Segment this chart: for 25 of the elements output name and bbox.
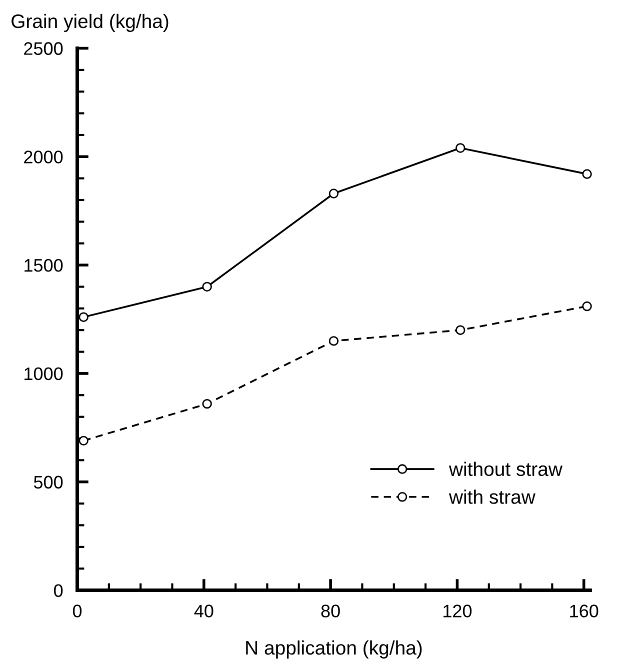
point [582,169,592,179]
point [202,398,212,409]
point [582,301,592,312]
y-tick-label: 1000 [24,367,63,380]
point [456,143,466,153]
x-axis-title: N application (kg/ha) [246,640,422,659]
y-axis-title: Grain yield (kg/ha) [12,14,168,32]
legend-label: with straw [448,490,536,504]
point [78,436,88,446]
point [328,336,339,346]
y-tick-label: 0 [54,584,63,597]
x-tick-label: 0 [72,604,82,618]
legend-label: without straw [448,462,562,476]
point [202,282,212,292]
x-tick-label: 160 [570,604,598,618]
point [78,312,88,322]
y-tick-label: 1500 [24,258,63,272]
point [328,188,339,198]
y-tick-label: 500 [34,476,63,489]
x-tick-label: 40 [194,604,214,618]
x-tick-label: 80 [321,604,340,618]
y-tick-label: 2500 [24,42,63,55]
y-tick-label: 2000 [24,150,63,164]
x-tick-label: 120 [444,604,472,618]
point [456,325,466,335]
